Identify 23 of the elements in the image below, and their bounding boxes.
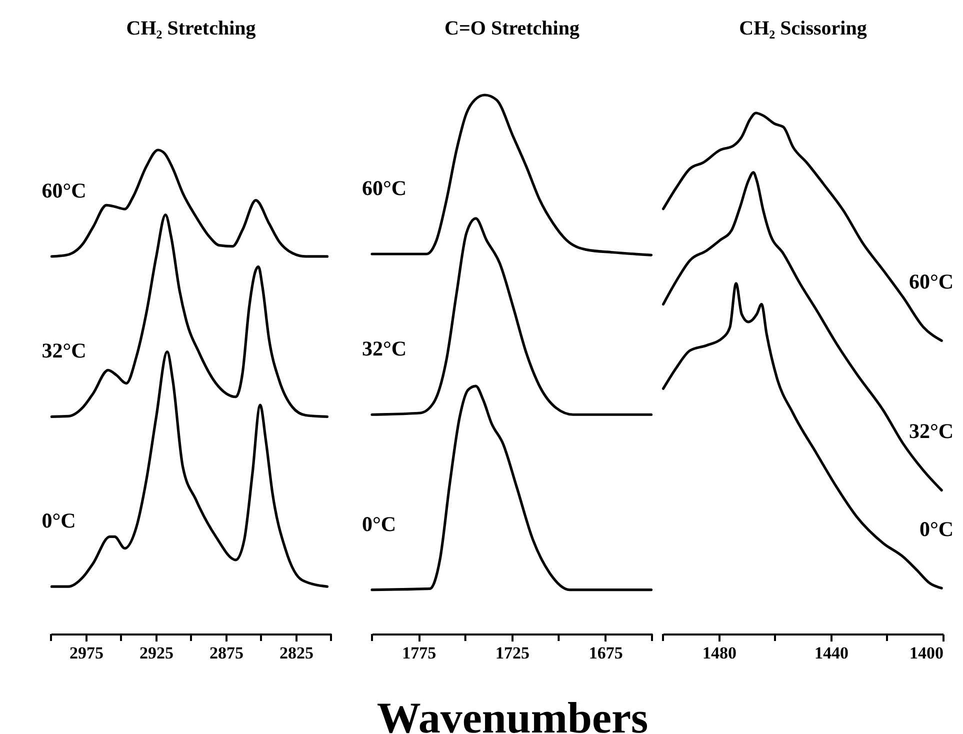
x-tick-label: 2825 [280, 644, 314, 662]
series-label: 32°C [909, 419, 954, 444]
x-axis-title: Wavenumbers [376, 694, 648, 734]
chart-title: CH₂ Scissoring [739, 18, 867, 40]
x-tick-label: 1775 [402, 644, 436, 662]
chart-title: C=O Stretching [444, 18, 580, 40]
series-label: 32°C [42, 338, 86, 363]
x-tick-label: 1675 [588, 644, 623, 662]
x-tick-label: 1480 [702, 644, 736, 662]
chart-title: CH₂ Stretching [126, 18, 256, 40]
series-label: 60°C [909, 270, 954, 294]
x-tick-label: 2875 [210, 644, 244, 662]
series-label: 60°C [42, 178, 86, 202]
series-label: 0°C [920, 517, 954, 542]
series-label: 0°C [42, 508, 76, 533]
series-label: 60°C [362, 176, 407, 200]
text: 0°C [362, 512, 396, 536]
x-tick-label: 2975 [70, 644, 104, 662]
x-tick-label: 2925 [140, 644, 174, 662]
x-tick-label: 1725 [496, 644, 530, 662]
x-tick-label: 1400 [910, 644, 944, 662]
x-tick-label: 1440 [814, 644, 848, 662]
series-label: 32°C [362, 336, 407, 361]
